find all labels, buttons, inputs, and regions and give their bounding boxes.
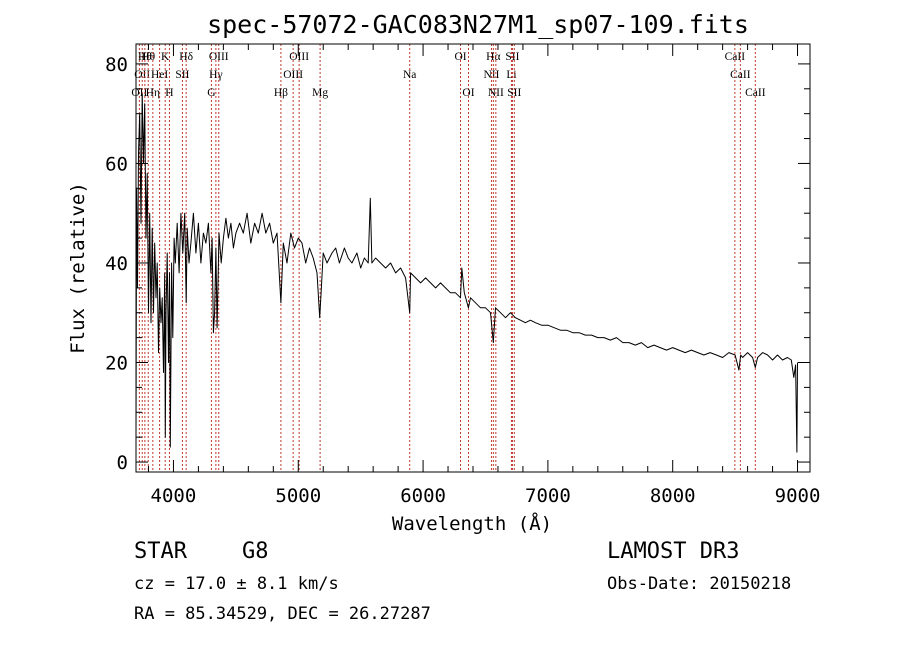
redshift-readout: cz = 17.0 ± 8.1 km/s — [134, 574, 339, 594]
y-tick-label: 0 — [117, 452, 128, 474]
object-class: STAR — [134, 539, 188, 564]
y-tick-label: 40 — [105, 253, 128, 275]
x-tick-label: 8000 — [650, 485, 696, 507]
spectral-line-label: Hγ — [209, 69, 222, 81]
spectral-line-label: Mg — [312, 87, 328, 99]
obs-date: Obs-Date: 20150218 — [607, 574, 791, 594]
spectral-line-label: CaII — [725, 51, 746, 63]
y-tick-label: 60 — [105, 153, 128, 175]
spectral-line-label: Li — [506, 69, 516, 81]
plot-area: OIIOIIHθHθHηHeIKHSIIHδGHγOIIIHβOIIIOIIIM… — [105, 43, 821, 507]
spectral-line-label: CaII — [730, 69, 751, 81]
spectral-line-label: Hθ — [141, 51, 155, 63]
spectral-line-label: OIII — [209, 51, 229, 63]
x-tick-label: 9000 — [775, 485, 821, 507]
y-tick-label: 20 — [105, 353, 128, 375]
spectral-line-label: HeI — [151, 69, 168, 81]
spectral-line-label: H — [165, 87, 173, 99]
spectral-line-label: K — [161, 51, 170, 63]
spectral-line-label: NII — [488, 87, 504, 99]
spectral-line-label: OIII — [283, 69, 303, 81]
spectral-line-label: OIII — [289, 51, 309, 63]
object-subclass: G8 — [242, 539, 269, 564]
spectral-line-label: Hδ — [179, 51, 193, 63]
x-tick-label: 5000 — [275, 485, 321, 507]
spectral-line-label: OII — [134, 69, 150, 81]
spectral-line-label: OII — [131, 87, 147, 99]
spectral-line-label: SII — [507, 87, 521, 99]
spectral-line-label: SII — [505, 51, 519, 63]
x-tick-label: 4000 — [151, 485, 197, 507]
spectral-line-label: OI — [454, 51, 466, 63]
spectral-line-label: NII — [483, 69, 499, 81]
spectrum-line — [135, 93, 798, 453]
spectral-line-label: Na — [403, 69, 416, 81]
y-axis-label: Flux (relative) — [67, 182, 89, 354]
x-tick-label: 7000 — [525, 485, 571, 507]
chart-title: spec-57072-GAC083N27M1_sp07-109.fits — [207, 10, 749, 39]
spectral-line-label: Hη — [146, 87, 160, 99]
spectral-line-label: OI — [462, 87, 474, 99]
spectral-line-label: Hβ — [274, 87, 288, 99]
spectral-line-label: CaII — [745, 87, 766, 99]
spectral-line-label: SII — [175, 69, 189, 81]
plot-frame — [135, 43, 811, 473]
coordinates: RA = 85.34529, DEC = 26.27287 — [134, 604, 431, 624]
survey-name: LAMOST DR3 — [607, 539, 739, 564]
spectral-line-label: G — [207, 87, 215, 99]
y-tick-label: 80 — [105, 54, 128, 76]
spectral-line-label: Hα — [486, 51, 500, 63]
x-axis-label: Wavelength (Å) — [392, 512, 552, 535]
x-tick-label: 6000 — [400, 485, 446, 507]
